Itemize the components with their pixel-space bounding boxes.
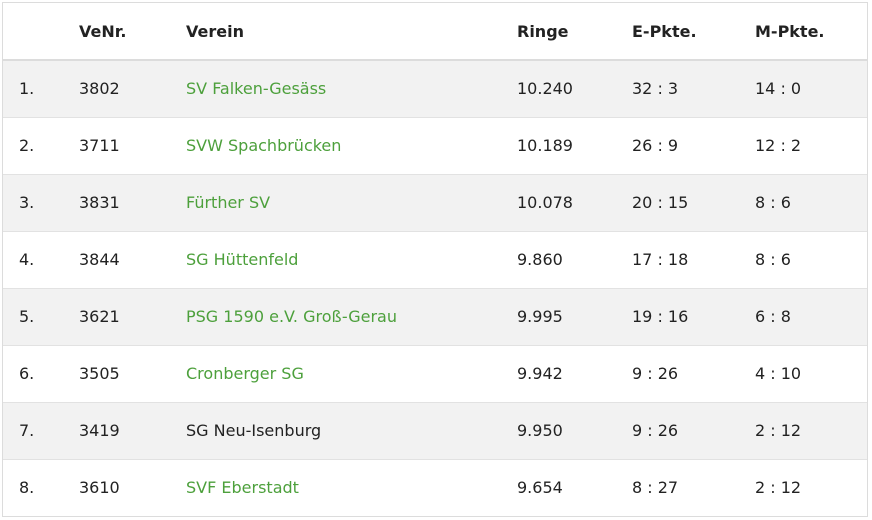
venr-cell: 3419 bbox=[79, 421, 120, 440]
rank-cell: 8. bbox=[19, 478, 35, 498]
table-row: 5. 3621 PSG 1590 e.V. Groß-Gerau 9.995 19 : … bbox=[3, 288, 867, 345]
club-link[interactable]: PSG 1590 e.V. Groß-Gerau bbox=[186, 307, 397, 326]
venr-cell: 3802 bbox=[79, 79, 120, 99]
club-cell: SG Hüttenfeld bbox=[186, 231, 517, 288]
header-venr: VeNr. bbox=[79, 3, 186, 61]
club-cell: SVF Eberstadt bbox=[186, 459, 517, 516]
m-pkte-cell: 8 : 6 bbox=[755, 193, 791, 212]
ringe-cell: 9.950 bbox=[517, 421, 563, 440]
rank-cell: 5. bbox=[19, 307, 35, 326]
m-pkte-cell: 4 : 10 bbox=[755, 364, 802, 383]
table-row: 1. 3802 SV Falken-Gesäss 10.240 32 : 3 14 : 0 bbox=[3, 60, 867, 117]
m-pkte-cell: 6 : 8 bbox=[755, 307, 791, 326]
ringe-cell: 9.654 bbox=[517, 478, 563, 498]
table-row: 3. 3831 Fürther SV 10.078 20 : 15 8 : 6 bbox=[3, 174, 867, 231]
club-cell: SG Neu-Isenburg bbox=[186, 402, 517, 459]
rank-cell: 3. bbox=[19, 193, 35, 212]
venr-cell: 3711 bbox=[79, 136, 120, 155]
club-link[interactable]: SVW Spachbrücken bbox=[186, 136, 342, 155]
rank-cell: 7. bbox=[19, 421, 35, 440]
club-cell: Fürther SV bbox=[186, 174, 517, 231]
ringe-cell: 9.995 bbox=[517, 307, 563, 326]
rank-cell: 1. bbox=[19, 79, 35, 99]
club-name: SG Neu-Isenburg bbox=[186, 421, 322, 440]
m-pkte-cell: 2 : 12 bbox=[755, 421, 802, 440]
table-row: 2. 3711 SVW Spachbrücken 10.189 26 : 9 12 : 2 bbox=[3, 117, 867, 174]
club-link[interactable]: Fürther SV bbox=[186, 193, 271, 212]
table-row: 8. 3610 SVF Eberstadt 9.654 8 : 27 2 : 12 bbox=[3, 459, 867, 516]
e-pkte-cell: 17 : 18 bbox=[632, 250, 689, 269]
m-pkte-cell: 14 : 0 bbox=[755, 79, 802, 99]
ringe-cell: 10.078 bbox=[517, 193, 573, 212]
ringe-cell: 9.860 bbox=[517, 250, 563, 269]
header-row: VeNr. Verein Ringe E-Pkte. M-Pkte. bbox=[3, 3, 867, 61]
club-link[interactable]: SV Falken-Gesäss bbox=[186, 79, 327, 99]
club-cell: PSG 1590 e.V. Groß-Gerau bbox=[186, 288, 517, 345]
header-ringe: Ringe bbox=[517, 3, 632, 61]
m-pkte-cell: 8 : 6 bbox=[755, 250, 791, 269]
table-row: 4. 3844 SG Hüttenfeld 9.860 17 : 18 8 : 6 bbox=[3, 231, 867, 288]
venr-cell: 3621 bbox=[79, 307, 120, 326]
table-header: VeNr. Verein Ringe E-Pkte. M-Pkte. bbox=[3, 3, 867, 61]
header-m-pkte: M-Pkte. bbox=[755, 3, 867, 61]
venr-cell: 3505 bbox=[79, 364, 120, 383]
header-e-pkte: E-Pkte. bbox=[632, 3, 755, 61]
venr-cell: 3844 bbox=[79, 250, 120, 269]
table-body: 1. 3802 SV Falken-Gesäss 10.240 32 : 3 14 : 0… bbox=[3, 60, 867, 516]
e-pkte-cell: 32 : 3 bbox=[632, 79, 679, 99]
m-pkte-cell: 12 : 2 bbox=[755, 136, 802, 155]
rank-cell: 2. bbox=[19, 136, 35, 155]
rank-cell: 6. bbox=[19, 364, 35, 383]
e-pkte-cell: 26 : 9 bbox=[632, 136, 679, 155]
e-pkte-cell: 9 : 26 bbox=[632, 364, 679, 383]
header-club: Verein bbox=[186, 3, 517, 61]
club-link[interactable]: SG Hüttenfeld bbox=[186, 250, 299, 269]
club-link[interactable]: SVF Eberstadt bbox=[186, 478, 299, 498]
ringe-cell: 9.942 bbox=[517, 364, 563, 383]
e-pkte-cell: 9 : 26 bbox=[632, 421, 679, 440]
club-link[interactable]: Cronberger SG bbox=[186, 364, 304, 383]
rank-cell: 4. bbox=[19, 250, 35, 269]
table-row: 6. 3505 Cronberger SG 9.942 9 : 26 4 : 10 bbox=[3, 345, 867, 402]
m-pkte-cell: 2 : 12 bbox=[755, 478, 802, 498]
club-cell: Cronberger SG bbox=[186, 345, 517, 402]
ringe-cell: 10.240 bbox=[517, 79, 573, 99]
standings-table: VeNr. Verein Ringe E-Pkte. M-Pkte. 1. 380… bbox=[3, 3, 867, 516]
e-pkte-cell: 8 : 27 bbox=[632, 478, 679, 498]
e-pkte-cell: 20 : 15 bbox=[632, 193, 689, 212]
e-pkte-cell: 19 : 16 bbox=[632, 307, 689, 326]
venr-cell: 3831 bbox=[79, 193, 120, 212]
table-row: 7. 3419 SG Neu-Isenburg 9.950 9 : 26 2 : 12 bbox=[3, 402, 867, 459]
header-rank bbox=[3, 3, 79, 61]
venr-cell: 3610 bbox=[79, 478, 120, 498]
club-cell: SV Falken-Gesäss bbox=[186, 60, 517, 117]
ringe-cell: 10.189 bbox=[517, 136, 573, 155]
club-cell: SVW Spachbrücken bbox=[186, 117, 517, 174]
